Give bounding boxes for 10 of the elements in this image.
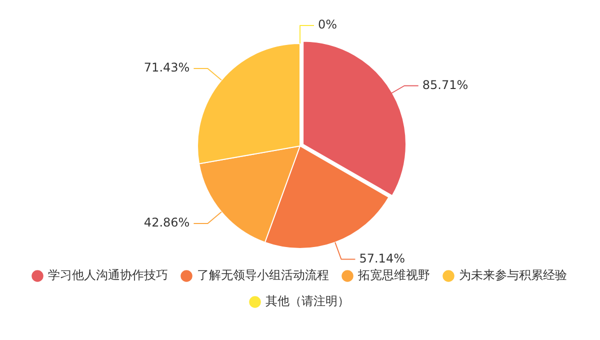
legend-label: 为未来参与积累经验 [459,268,567,282]
legend-label: 了解无领导小组活动流程 [197,268,329,282]
legend-label: 其他（请注明） [266,294,350,308]
text: 0% [318,18,338,32]
data-label: 85.71% [422,78,468,92]
data-label: 42.86% [144,216,190,230]
data-label: 57.14% [359,251,405,266]
data-label: 71.43% [144,60,190,75]
legend-label: 拓宽思维视野 [357,268,430,282]
legend-label: 学习他人沟通协作技巧 [48,268,168,282]
